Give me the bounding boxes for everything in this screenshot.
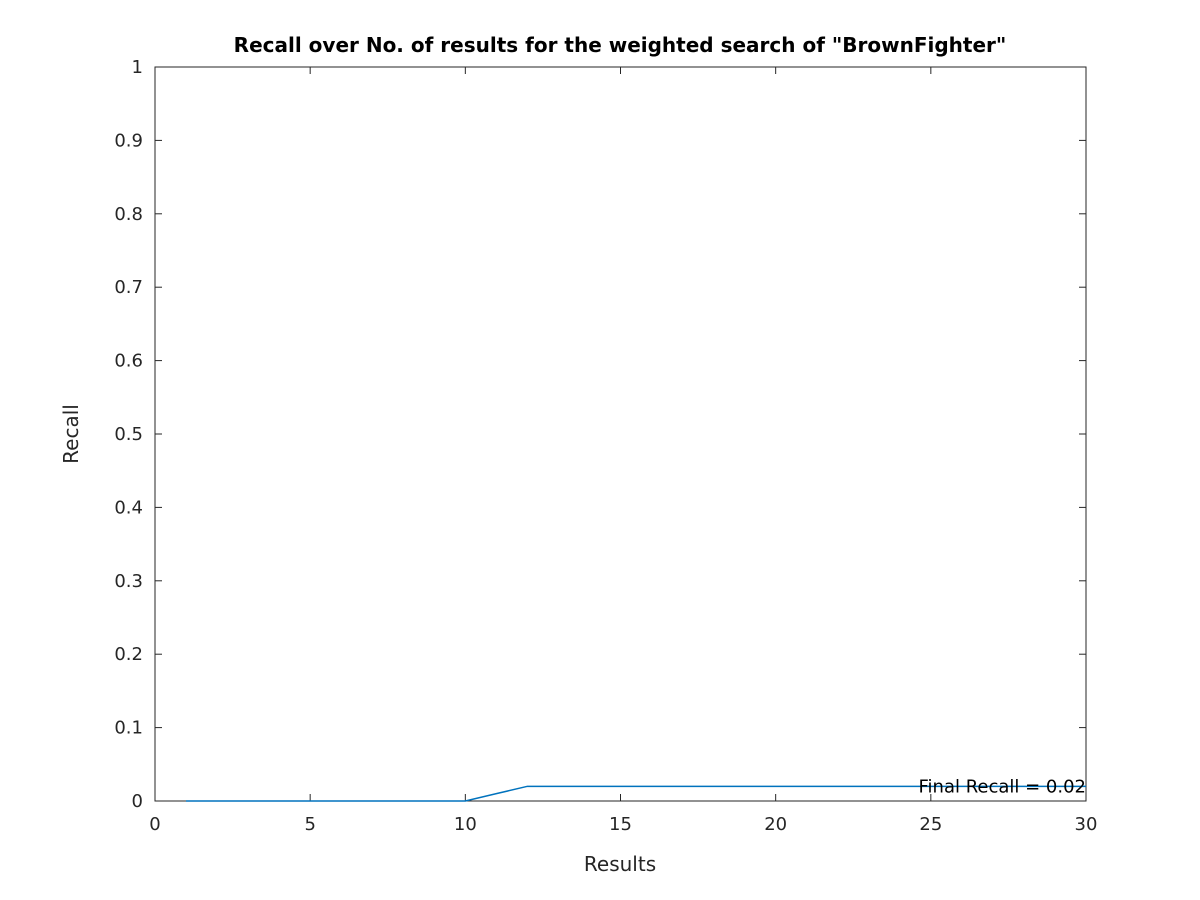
y-tick-label: 0.9 — [114, 130, 143, 151]
y-tick-label: 0.6 — [114, 351, 143, 372]
y-tick-label: 0.3 — [114, 571, 143, 592]
y-axis-ticks: 0 0.1 0.2 0.3 0.4 0.5 0.6 0.7 0.8 0.9 1 — [114, 57, 1086, 812]
y-tick-label: 1 — [132, 57, 143, 78]
x-tick-label: 5 — [304, 814, 315, 835]
y-tick-label: 0.2 — [114, 644, 143, 665]
x-tick-label: 30 — [1075, 814, 1098, 835]
plot-area — [154, 66, 1087, 802]
x-tick-label: 20 — [764, 814, 787, 835]
final-recall-annotation: Final Recall = 0.02 — [918, 776, 1086, 797]
x-tick-label: 10 — [454, 814, 477, 835]
y-tick-label: 0.4 — [114, 497, 143, 518]
y-tick-label: 0.5 — [114, 424, 143, 445]
annotation-layer: Final Recall = 0.02 — [918, 776, 1086, 797]
y-tick-label: 0.7 — [114, 277, 143, 298]
y-axis-label: Recall — [59, 404, 83, 464]
series-layer — [186, 785, 1086, 802]
y-tick-label: 0.1 — [114, 718, 143, 739]
x-axis-label: Results — [584, 852, 656, 876]
series-line — [186, 785, 1086, 802]
x-axis-ticks: 0 5 10 15 20 25 30 — [149, 67, 1097, 835]
x-tick-label: 25 — [919, 814, 942, 835]
y-tick-label: 0.8 — [114, 204, 143, 225]
chart-title: Recall over No. of results for the weigh… — [234, 33, 1007, 57]
y-tick-label: 0 — [132, 791, 143, 812]
x-tick-label: 0 — [149, 814, 160, 835]
x-tick-label: 15 — [609, 814, 632, 835]
